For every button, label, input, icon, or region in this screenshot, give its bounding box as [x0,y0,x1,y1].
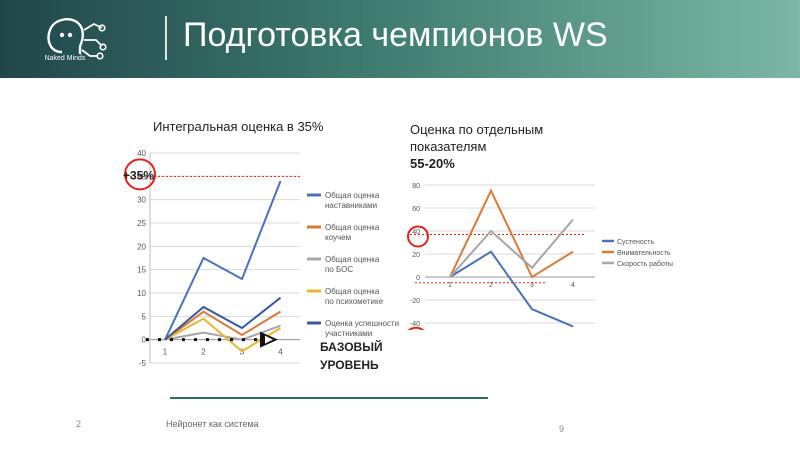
x-tick-label: 4 [571,282,575,289]
legend-label: по психометике [325,297,384,306]
slide-number: 2 [76,419,82,429]
legend-label: Скорость работы [617,260,673,268]
series-line [164,296,282,341]
legend-label: наставниками [325,201,377,210]
y-tick-label: 30 [137,196,146,205]
x-tick-label: 4 [278,348,283,357]
page-number: 9 [559,424,565,434]
x-tick-label: 3 [530,282,534,289]
y-tick-label: 35 [137,172,146,181]
footer-divider-line [170,397,488,399]
legend-label: Оценка успешности [325,319,399,328]
x-tick-label: 2 [201,348,206,357]
page-title: Подготовка чемпионов WS [183,16,608,54]
y-tick-label: 0 [416,275,420,282]
chart2-title-line3: 55-20% [410,156,455,171]
legend-label: Сустеность [617,239,654,246]
x-tick-label: 1 [163,348,168,357]
y-tick-label: 15 [137,266,146,275]
highlight-circle [124,158,156,191]
y-tick-label: 20 [412,252,420,259]
y-tick-label: 60 [412,206,420,213]
y-tick-label: -5 [139,359,147,368]
baseline-arrow-inner [265,335,273,344]
x-tick-label: 1 [448,282,452,289]
y-tick-label: 5 [142,312,147,321]
y-tick-label: 80 [412,183,420,190]
legend-label: Общая оценка [325,191,380,200]
chart2-title-line1: Оценка по отдельным [410,122,544,137]
highlight-circle [407,225,429,248]
chart2-title-line2: показателям [410,139,487,154]
legend-label: Общая оценка [325,255,380,264]
series-line [449,218,574,278]
base-level-label: БАЗОВЫЙ УРОВЕНЬ [320,340,383,372]
series-line [164,310,282,341]
legend-label: Общая оценка [325,223,380,232]
y-tick-label: 10 [137,289,146,298]
legend-label: участниками [325,329,372,338]
series-line [164,180,282,341]
highlight-circle [407,326,425,330]
legend-label: коучем [325,233,351,242]
y-tick-label: 40 [137,149,146,158]
naked-minds-logo-icon [47,18,107,60]
y-tick-label: 40 [412,229,420,236]
y-tick-label: 20 [137,242,146,251]
title-divider [165,16,167,60]
y-tick-label: 25 [137,219,146,228]
indicator-score-chart: -40 -20 0 20 40 60 80 1 2 3 4 Сустеность Внимательно… [407,183,673,330]
x-tick-label: 2 [489,282,493,289]
chart1-title: Интегральная оценка в 35% [153,119,324,134]
chart2-title: Оценка по отдельным показателям 55-20% [410,121,580,172]
series-line [449,188,574,279]
legend-label: Общая оценка [325,287,380,296]
y-tick-label: -20 [410,298,420,305]
y-tick-label: -40 [410,321,420,328]
y-tick-label: 0 [142,336,147,345]
percent-callout: +35% [123,168,154,182]
footer-caption: Нейронет как система [166,419,259,429]
logo-text: Naked Minds [44,55,86,62]
legend-label: Внимательность [617,250,671,257]
legend-label: по БОС [325,265,353,274]
series-line [449,250,574,328]
header-band: Naked Minds Подготовка чемпионов WS [0,0,800,78]
